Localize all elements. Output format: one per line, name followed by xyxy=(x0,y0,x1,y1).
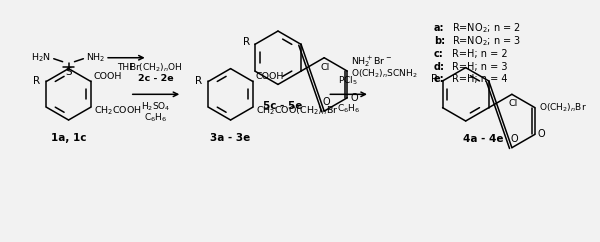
Text: Cl: Cl xyxy=(508,99,517,108)
Text: O: O xyxy=(350,93,358,103)
Text: R=H; n = 2: R=H; n = 2 xyxy=(452,49,508,59)
Text: 3a - 3e: 3a - 3e xyxy=(211,133,251,143)
Text: CH$_2$COOH: CH$_2$COOH xyxy=(94,105,142,117)
Text: d:: d: xyxy=(434,62,445,72)
Text: COOH: COOH xyxy=(256,72,284,81)
Text: R: R xyxy=(243,38,250,47)
Text: 2c - 2e: 2c - 2e xyxy=(137,74,173,83)
Text: c:: c: xyxy=(434,49,444,59)
Text: 1a, 1c: 1a, 1c xyxy=(51,133,86,143)
Text: O: O xyxy=(510,134,518,144)
Text: a:: a: xyxy=(434,23,445,33)
Text: COOH: COOH xyxy=(94,72,122,81)
Text: C$_6$H$_6$: C$_6$H$_6$ xyxy=(144,112,167,124)
Text: R: R xyxy=(195,76,202,86)
Text: S: S xyxy=(65,67,72,76)
Text: R=NO$_2$; n = 3: R=NO$_2$; n = 3 xyxy=(452,34,521,48)
Text: 4a - 4e: 4a - 4e xyxy=(463,134,504,144)
Text: O: O xyxy=(322,97,330,107)
Text: NH$_2^+$Br$^-$: NH$_2^+$Br$^-$ xyxy=(351,54,392,68)
Text: Br(CH$_2$)$_n$OH: Br(CH$_2$)$_n$OH xyxy=(129,61,182,74)
Text: CH$_2$COO(CH$_2$)$_n$Br: CH$_2$COO(CH$_2$)$_n$Br xyxy=(256,105,338,117)
Text: b:: b: xyxy=(434,36,445,46)
Text: e:: e: xyxy=(434,75,445,84)
Text: O(CH$_2$)$_n$SCNH$_2$: O(CH$_2$)$_n$SCNH$_2$ xyxy=(351,68,418,80)
Text: O(CH$_2$)$_n$Br: O(CH$_2$)$_n$Br xyxy=(539,101,587,114)
Text: H$_2$N: H$_2$N xyxy=(31,52,51,64)
Text: R: R xyxy=(33,76,40,86)
Text: Cl: Cl xyxy=(320,63,330,72)
Text: C$_6$H$_6$: C$_6$H$_6$ xyxy=(337,103,360,115)
Text: 5c - 5e: 5c - 5e xyxy=(263,101,302,111)
Text: H$_2$SO$_4$: H$_2$SO$_4$ xyxy=(140,101,170,113)
Text: NH$_2$: NH$_2$ xyxy=(86,52,106,64)
Text: R: R xyxy=(431,74,437,84)
Text: R=H; n = 4: R=H; n = 4 xyxy=(452,75,508,84)
Text: THF: THF xyxy=(117,63,134,72)
Text: R=NO$_2$; n = 2: R=NO$_2$; n = 2 xyxy=(452,21,521,35)
Text: R=H; n = 3: R=H; n = 3 xyxy=(452,62,508,72)
Text: PCl$_5$: PCl$_5$ xyxy=(338,74,358,87)
Text: O: O xyxy=(538,129,545,139)
